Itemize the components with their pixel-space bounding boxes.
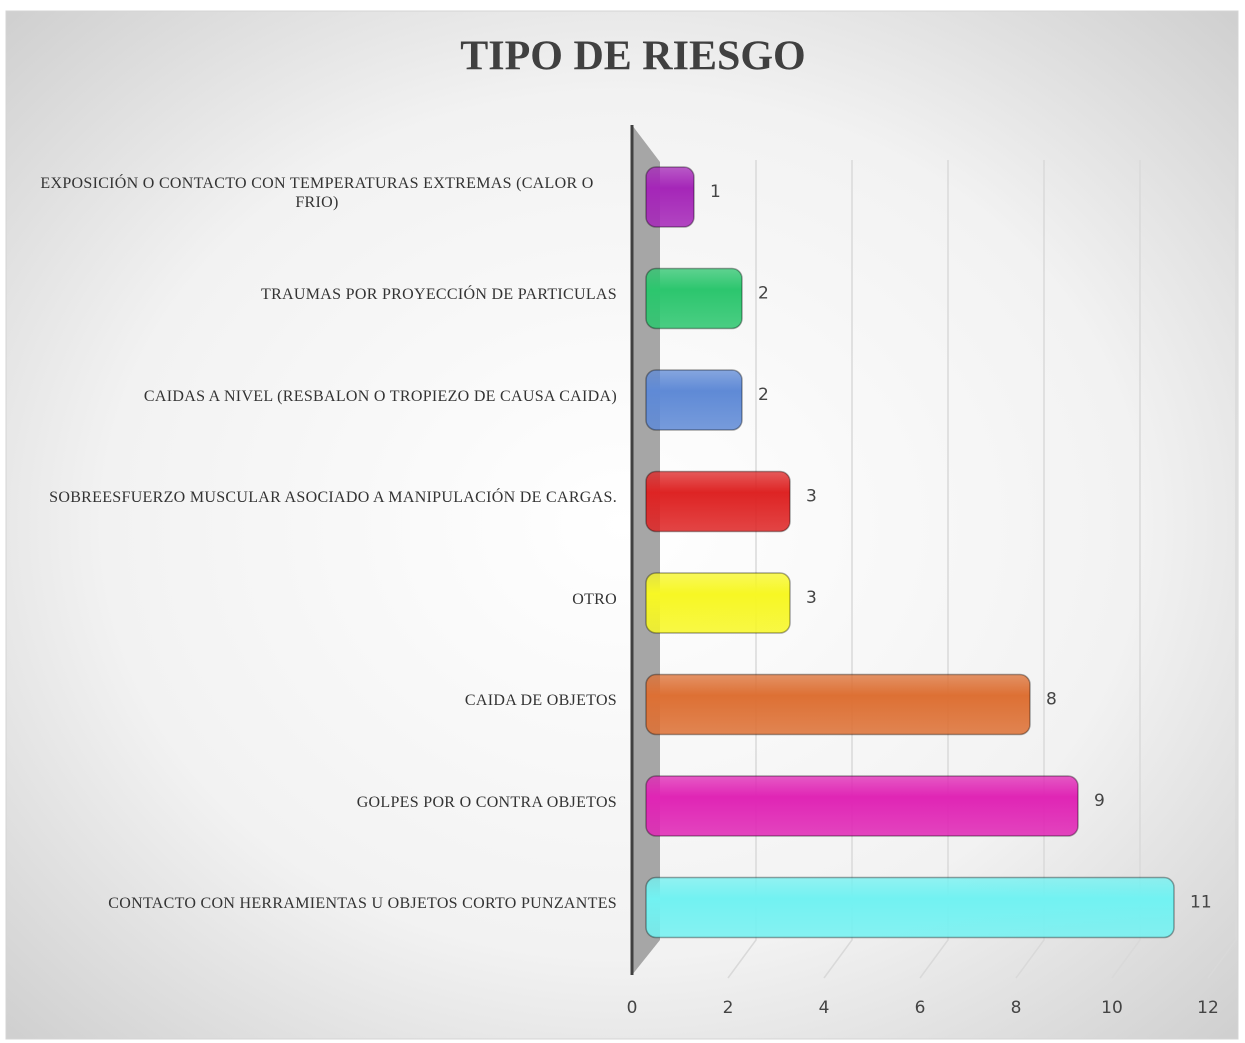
bar bbox=[645, 369, 743, 431]
data-label: 9 bbox=[1094, 791, 1105, 811]
y-tick-label: SOBREESFUERZO MUSCULAR ASOCIADO A MANIPU… bbox=[49, 489, 617, 506]
y-tick-label: TRAUMAS POR PROYECCIÓN DE PARTICULAS bbox=[261, 286, 617, 303]
x-tick-label: 10 bbox=[1101, 998, 1123, 1018]
category-label-box: CONTACTO CON HERRAMIENTAS U OBJETOS CORT… bbox=[17, 874, 617, 934]
data-label: 11 bbox=[1190, 893, 1212, 913]
x-tick-label: 4 bbox=[819, 998, 830, 1018]
chart-title: TIPO DE RIESGO bbox=[460, 34, 805, 80]
category-label-box: OTRO bbox=[17, 569, 617, 629]
data-label: 2 bbox=[758, 284, 769, 304]
category-label-box: CAIDAS A NIVEL (RESBALON O TROPIEZO DE C… bbox=[17, 366, 617, 426]
bar bbox=[645, 876, 1175, 939]
data-label: 2 bbox=[758, 385, 769, 405]
category-label-box: EXPOSICIÓN O CONTACTO CON TEMPERATURAS E… bbox=[17, 163, 617, 223]
bar bbox=[645, 267, 743, 330]
back-wall bbox=[632, 125, 660, 975]
category-label-box: CAIDA DE OBJETOS bbox=[17, 671, 617, 731]
y-tick-label: CONTACTO CON HERRAMIENTAS U OBJETOS CORT… bbox=[108, 895, 617, 912]
data-label: 1 bbox=[710, 182, 721, 202]
bar bbox=[645, 572, 791, 634]
bar bbox=[645, 166, 695, 228]
x-tick-label: 8 bbox=[1011, 998, 1022, 1018]
data-label: 3 bbox=[806, 487, 817, 507]
bar bbox=[645, 470, 791, 533]
grid-line bbox=[727, 160, 757, 979]
y-tick-label: EXPOSICIÓN O CONTACTO CON TEMPERATURAS E… bbox=[40, 175, 594, 211]
x-tick-label: 0 bbox=[627, 998, 638, 1018]
grid-line bbox=[1207, 160, 1237, 979]
y-tick-label: GOLPES POR O CONTRA OBJETOS bbox=[356, 793, 617, 811]
data-label: 3 bbox=[806, 588, 817, 608]
category-label-box: TRAUMAS POR PROYECCIÓN DE PARTICULAS bbox=[17, 265, 617, 325]
grid-line bbox=[823, 160, 853, 979]
bar bbox=[645, 775, 1079, 837]
grid-line bbox=[1111, 160, 1141, 979]
category-label-box: GOLPES POR O CONTRA OBJETOS bbox=[17, 772, 617, 832]
data-label: 8 bbox=[1046, 690, 1057, 710]
grid-line bbox=[1015, 160, 1045, 979]
background bbox=[5, 10, 1239, 1040]
y-tick-label: OTRO bbox=[572, 590, 617, 608]
category-label-box: SOBREESFUERZO MUSCULAR ASOCIADO A MANIPU… bbox=[17, 468, 617, 528]
grid-line bbox=[919, 160, 949, 979]
y-tick-label: CAIDA DE OBJETOS bbox=[464, 692, 617, 709]
x-tick-label: 2 bbox=[723, 998, 734, 1018]
y-tick-label: CAIDAS A NIVEL (RESBALON O TROPIEZO DE C… bbox=[143, 387, 617, 405]
x-tick-label: 12 bbox=[1197, 998, 1219, 1018]
bar bbox=[645, 673, 1031, 736]
x-tick-label: 6 bbox=[915, 998, 926, 1018]
